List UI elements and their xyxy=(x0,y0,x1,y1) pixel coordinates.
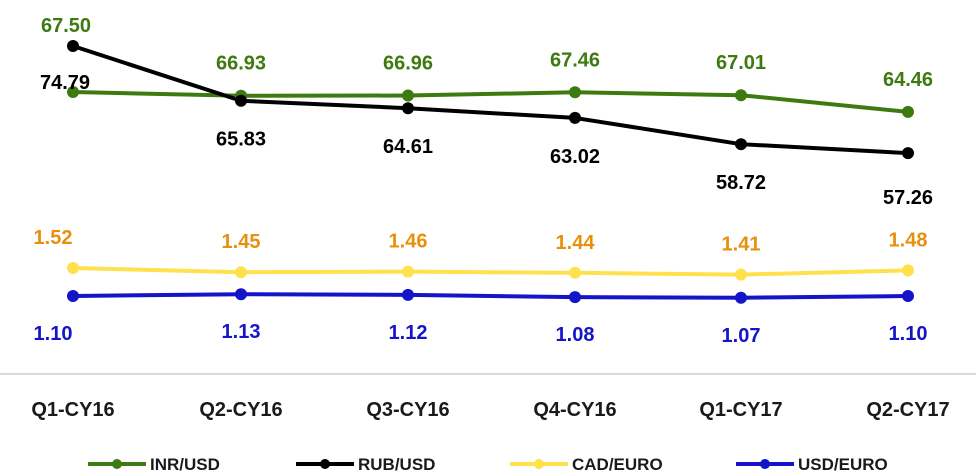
x-tick-label: Q1-CY17 xyxy=(699,399,782,421)
legend-label: CAD/EURO xyxy=(572,455,663,474)
data-label: 1.46 xyxy=(389,231,428,253)
data-label: 1.07 xyxy=(722,325,761,347)
data-point xyxy=(67,290,79,302)
data-label: 57.26 xyxy=(883,187,933,209)
data-label: 1.12 xyxy=(389,322,428,344)
legend-marker xyxy=(112,459,122,469)
data-label: 1.52 xyxy=(34,227,73,249)
data-point xyxy=(902,105,914,118)
x-tick-label: Q2-CY17 xyxy=(866,399,949,421)
x-tick-label: Q1-CY16 xyxy=(31,399,114,421)
series-line-rub-usd xyxy=(72,44,909,156)
data-point xyxy=(569,266,581,279)
data-point xyxy=(67,86,79,98)
data-label: 1.41 xyxy=(722,234,761,256)
data-point xyxy=(902,147,914,160)
data-point xyxy=(902,290,914,302)
data-point xyxy=(402,89,414,102)
data-point xyxy=(235,266,247,279)
series-line-usd-euro xyxy=(72,292,909,300)
data-point xyxy=(735,89,747,102)
data-label: 65.83 xyxy=(216,129,266,151)
data-label: 63.02 xyxy=(550,146,600,168)
data-label: 67.50 xyxy=(41,15,91,37)
data-point xyxy=(402,265,414,278)
data-point xyxy=(402,288,414,301)
legend-label: USD/EURO xyxy=(798,455,888,474)
data-label: 1.44 xyxy=(556,232,596,254)
data-point xyxy=(402,102,414,115)
data-point xyxy=(67,40,79,52)
data-label: 67.01 xyxy=(716,52,766,74)
data-label: 66.96 xyxy=(383,53,433,75)
legend-marker xyxy=(760,459,770,469)
series-line-inr-usd xyxy=(72,90,909,114)
data-label: 58.72 xyxy=(716,172,766,194)
data-point xyxy=(235,94,247,107)
data-point xyxy=(235,288,247,301)
legend-marker xyxy=(320,459,330,469)
data-point xyxy=(902,264,914,277)
legend-label: RUB/USD xyxy=(358,455,435,474)
data-label: 66.93 xyxy=(216,53,266,75)
data-point xyxy=(735,291,747,304)
data-label: 64.61 xyxy=(383,136,433,158)
data-point xyxy=(735,268,747,281)
data-label: 1.10 xyxy=(889,323,928,345)
data-label: 1.13 xyxy=(222,321,261,343)
data-label: 67.46 xyxy=(550,49,600,71)
data-point xyxy=(569,86,581,99)
data-label: 1.10 xyxy=(34,323,73,345)
data-point xyxy=(735,138,747,151)
data-label: 1.08 xyxy=(556,324,595,346)
data-label: 1.48 xyxy=(889,229,928,251)
x-tick-label: Q4-CY16 xyxy=(533,399,616,421)
data-point xyxy=(569,111,581,124)
data-point xyxy=(67,262,79,274)
x-tick-label: Q3-CY16 xyxy=(366,399,449,421)
x-tick-label: Q2-CY16 xyxy=(199,399,282,421)
data-label: 1.45 xyxy=(222,231,261,253)
data-label: 74.79 xyxy=(40,72,90,94)
series-line-cad-euro xyxy=(72,266,909,277)
legend-marker xyxy=(534,459,544,469)
data-label: 64.46 xyxy=(883,69,933,91)
legend-label: INR/USD xyxy=(150,455,220,474)
data-point xyxy=(569,291,581,304)
